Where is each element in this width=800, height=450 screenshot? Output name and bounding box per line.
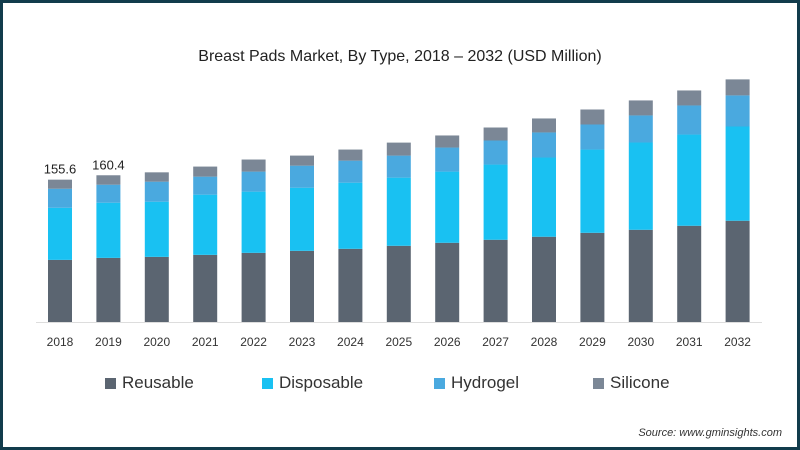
- bar-reusable-2028: [532, 236, 556, 322]
- bar-hydrogel-2018: [48, 188, 72, 208]
- legend-label: Hydrogel: [451, 373, 520, 392]
- bar-disposable-2023: [290, 187, 314, 251]
- bar-silicone-2030: [628, 100, 653, 116]
- bar-silicone-2026: [435, 135, 460, 148]
- x-tick-label: 2027: [482, 335, 509, 349]
- bar-hydrogel-2030: [628, 115, 653, 143]
- bar-disposable-2032: [725, 126, 750, 221]
- x-tick-label: 2022: [240, 335, 267, 349]
- bar-silicone-2031: [677, 90, 702, 106]
- bar-reusable-2020: [144, 256, 169, 322]
- x-tick-label: 2023: [289, 335, 316, 349]
- legend-item-silicone: Silicone: [593, 373, 670, 393]
- x-tick-label: 2024: [337, 335, 364, 349]
- bar-reusable-2029: [580, 232, 605, 322]
- x-tick-label: 2031: [676, 335, 703, 349]
- bar-disposable-2029: [580, 149, 605, 233]
- bar-reusable-2032: [725, 220, 750, 322]
- bar-silicone-2018: [48, 179, 72, 189]
- legend-label: Reusable: [122, 373, 194, 392]
- bar-hydrogel-2032: [725, 95, 750, 127]
- bar-hydrogel-2024: [338, 160, 363, 183]
- bar-silicone-2022: [241, 159, 266, 172]
- bar-hydrogel-2027: [483, 140, 508, 165]
- bar-reusable-2031: [677, 225, 702, 322]
- bar-disposable-2018: [48, 207, 72, 260]
- x-tick-label: 2030: [627, 335, 654, 349]
- data-label: 155.6: [44, 162, 77, 177]
- bar-hydrogel-2026: [435, 147, 460, 172]
- bar-disposable-2024: [338, 182, 363, 249]
- bar-disposable-2022: [241, 191, 266, 253]
- bar-hydrogel-2020: [144, 181, 169, 202]
- bar-silicone-2025: [386, 142, 411, 156]
- bar-hydrogel-2028: [532, 132, 556, 158]
- bar-disposable-2020: [144, 201, 169, 257]
- bar-reusable-2030: [628, 229, 653, 322]
- x-tick-label: 2019: [95, 335, 122, 349]
- bar-reusable-2021: [193, 254, 218, 322]
- x-tick-label: 2021: [192, 335, 219, 349]
- bar-silicone-2027: [483, 127, 508, 141]
- legend-label: Disposable: [279, 373, 364, 392]
- bar-disposable-2027: [483, 164, 508, 240]
- bar-reusable-2024: [338, 248, 363, 322]
- legend-swatch: [262, 377, 273, 389]
- bar-silicone-2024: [338, 149, 363, 161]
- bar-disposable-2025: [386, 177, 411, 246]
- legend-item-hydrogel: Hydrogel: [434, 373, 519, 393]
- legend-swatch: [105, 377, 116, 389]
- x-tick-label: 2028: [531, 335, 558, 349]
- x-tick-label: 2018: [47, 335, 74, 349]
- bar-hydrogel-2021: [193, 176, 218, 195]
- bar-silicone-2023: [290, 155, 314, 166]
- bar-hydrogel-2019: [96, 184, 121, 203]
- bar-reusable-2027: [483, 239, 508, 322]
- bar-hydrogel-2025: [386, 155, 411, 178]
- x-tick-label: 2025: [385, 335, 412, 349]
- data-label: 160.4: [92, 157, 125, 172]
- legend-label: Silicone: [610, 373, 670, 392]
- legend-swatch: [434, 377, 445, 389]
- bar-hydrogel-2031: [677, 105, 702, 135]
- bar-reusable-2026: [435, 242, 460, 322]
- chart-title: Breast Pads Market, By Type, 2018 – 2032…: [198, 48, 602, 65]
- bar-reusable-2022: [241, 252, 266, 322]
- x-tick-label: 2029: [579, 335, 606, 349]
- bar-disposable-2028: [532, 157, 556, 237]
- bar-reusable-2025: [386, 245, 411, 322]
- bar-silicone-2028: [532, 118, 556, 133]
- x-tick-label: 2020: [143, 335, 170, 349]
- bar-disposable-2031: [677, 134, 702, 226]
- bar-silicone-2019: [96, 175, 121, 185]
- bar-silicone-2029: [580, 109, 605, 125]
- bar-disposable-2026: [435, 171, 460, 243]
- bar-hydrogel-2029: [580, 124, 605, 150]
- bar-hydrogel-2023: [290, 165, 314, 188]
- bar-disposable-2019: [96, 202, 121, 258]
- legend-item-disposable: Disposable: [262, 373, 363, 393]
- bar-hydrogel-2022: [241, 171, 266, 192]
- legend-swatch: [593, 377, 604, 389]
- bar-reusable-2018: [48, 259, 72, 322]
- bar-silicone-2032: [725, 79, 750, 96]
- x-tick-label: 2026: [434, 335, 461, 349]
- x-tick-label: 2032: [724, 335, 751, 349]
- bar-silicone-2020: [144, 172, 169, 182]
- legend: Reusable Disposable Hydrogel Silicone: [0, 373, 800, 395]
- bar-reusable-2023: [290, 250, 314, 322]
- source-note: Source: www.gminsights.com: [638, 427, 782, 439]
- bar-disposable-2021: [193, 194, 218, 255]
- bar-reusable-2019: [96, 257, 121, 322]
- bar-disposable-2030: [628, 142, 653, 230]
- bar-silicone-2021: [193, 166, 218, 177]
- legend-item-reusable: Reusable: [105, 373, 194, 393]
